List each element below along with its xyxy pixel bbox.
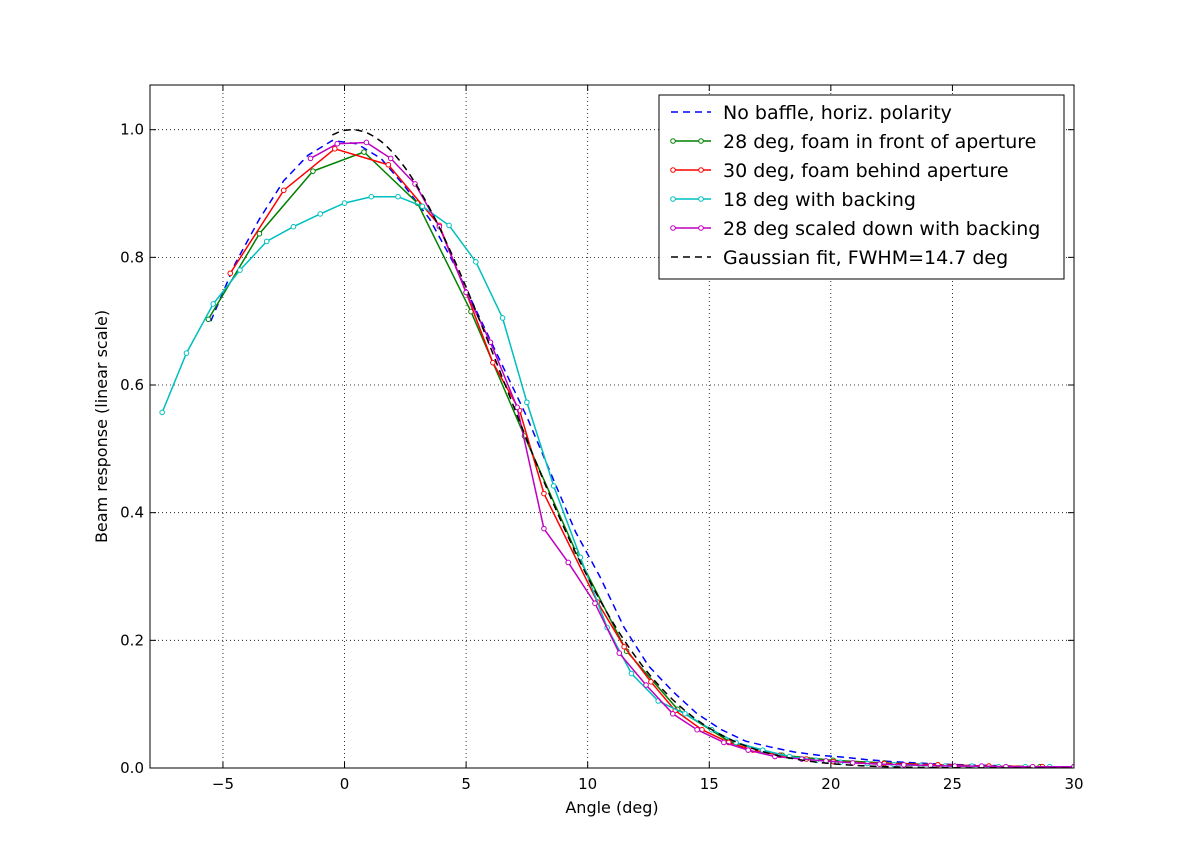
legend-label: 30 deg, foam behind aperture bbox=[723, 160, 1009, 182]
series-4-point bbox=[682, 710, 688, 717]
x-tick-label: 25 bbox=[943, 775, 962, 793]
y-tick-label: 0.8 bbox=[120, 248, 144, 266]
series-5-point bbox=[387, 155, 394, 162]
series-4-point bbox=[368, 193, 375, 200]
series-5-point bbox=[307, 155, 314, 162]
x-tick-label: 30 bbox=[1064, 775, 1083, 793]
series-5-point bbox=[694, 726, 700, 733]
legend-marker bbox=[698, 196, 704, 202]
x-axis-label: Angle (deg) bbox=[565, 798, 658, 817]
x-tick-label: 15 bbox=[700, 775, 719, 793]
series-line-4 bbox=[161, 195, 1074, 768]
series-4-point bbox=[183, 350, 190, 356]
x-tick-label: 5 bbox=[461, 775, 471, 793]
legend-label: 28 deg scaled down with backing bbox=[723, 218, 1040, 240]
legend-box bbox=[658, 94, 1065, 280]
series-4-point bbox=[159, 409, 165, 416]
series-4-point bbox=[290, 223, 297, 230]
series-5-point bbox=[849, 760, 856, 766]
x-tick-label: −5 bbox=[212, 775, 234, 793]
series-4-point bbox=[524, 399, 530, 406]
series-5-point bbox=[900, 762, 907, 768]
legend-marker bbox=[670, 225, 676, 231]
legend-marker bbox=[698, 225, 704, 231]
series-4-point bbox=[210, 301, 217, 307]
series-4-point bbox=[473, 259, 479, 265]
y-tick-label: 0.2 bbox=[120, 631, 144, 649]
series-5-point bbox=[541, 525, 547, 532]
series-3-point bbox=[648, 679, 654, 685]
series-line-6 bbox=[332, 128, 1074, 768]
series-line-1 bbox=[210, 139, 1074, 768]
series-5-point bbox=[978, 763, 985, 768]
x-tick-label: 20 bbox=[821, 775, 840, 793]
y-tick-label: 0.0 bbox=[120, 759, 144, 777]
legend-marker bbox=[698, 167, 704, 173]
series-2-point bbox=[361, 149, 367, 155]
series-2-point bbox=[205, 316, 212, 323]
axes-frame bbox=[149, 84, 1075, 769]
series-5-point bbox=[721, 739, 727, 746]
series-5-point bbox=[643, 682, 649, 688]
legend-label: No baffle, horiz. polarity bbox=[723, 102, 952, 124]
series-5-point bbox=[363, 139, 370, 146]
series-5-point bbox=[514, 404, 520, 411]
series-4-point bbox=[499, 315, 506, 321]
series-5-point bbox=[745, 747, 751, 753]
series-5-point bbox=[565, 559, 572, 566]
legend-label: Gaussian fit, FWHM=14.7 deg bbox=[723, 247, 1008, 269]
x-tick-label: 10 bbox=[578, 775, 597, 793]
legend-marker bbox=[670, 167, 676, 173]
series-4-point bbox=[446, 222, 452, 229]
series-3-point bbox=[280, 187, 287, 194]
series-3-point bbox=[541, 490, 547, 497]
series-4-point bbox=[395, 193, 401, 200]
legend-label: 28 deg, foam in front of aperture bbox=[723, 131, 1036, 153]
series-5-point bbox=[616, 650, 623, 656]
legend-marker bbox=[670, 196, 676, 202]
series-4-point bbox=[237, 267, 243, 273]
axis-ticks: −5 0 5 10 15 20 25 30 0.0 0.2 0.4 0.6 0.8 1.0 bbox=[120, 85, 1084, 793]
series-4-point bbox=[419, 203, 426, 210]
y-axis-label: Beam response (linear scale) bbox=[92, 310, 111, 543]
series-4-point bbox=[341, 200, 348, 206]
y-tick-label: 0.4 bbox=[120, 504, 144, 522]
series-4-point bbox=[263, 238, 270, 245]
series-3-point bbox=[227, 270, 234, 277]
legend: No baffle, horiz. polarity 28 deg, foam i… bbox=[658, 94, 1065, 280]
series-3-point bbox=[332, 146, 338, 152]
series-2-point bbox=[256, 230, 263, 237]
series-5-point bbox=[1029, 763, 1036, 768]
series-5-point bbox=[334, 140, 341, 147]
series-3-point bbox=[621, 643, 627, 650]
series-4-point bbox=[628, 670, 635, 677]
series-5-point bbox=[669, 710, 676, 717]
legend-marker bbox=[698, 138, 704, 144]
series-2-point bbox=[310, 168, 316, 174]
series-5-point bbox=[592, 600, 598, 607]
series-3-point bbox=[385, 161, 392, 168]
x-tick-label: 0 bbox=[340, 775, 350, 793]
series-5-point bbox=[1003, 763, 1009, 768]
legend-marker bbox=[670, 138, 676, 144]
y-tick-label: 0.6 bbox=[120, 376, 144, 394]
plot-series bbox=[159, 128, 1074, 768]
legend-label: 18 deg with backing bbox=[723, 189, 916, 211]
series-5-point bbox=[876, 761, 883, 767]
series-4-point bbox=[550, 483, 557, 489]
series-3-point bbox=[490, 359, 496, 366]
series-4-point bbox=[317, 211, 324, 217]
y-tick-label: 1.0 bbox=[120, 121, 144, 139]
